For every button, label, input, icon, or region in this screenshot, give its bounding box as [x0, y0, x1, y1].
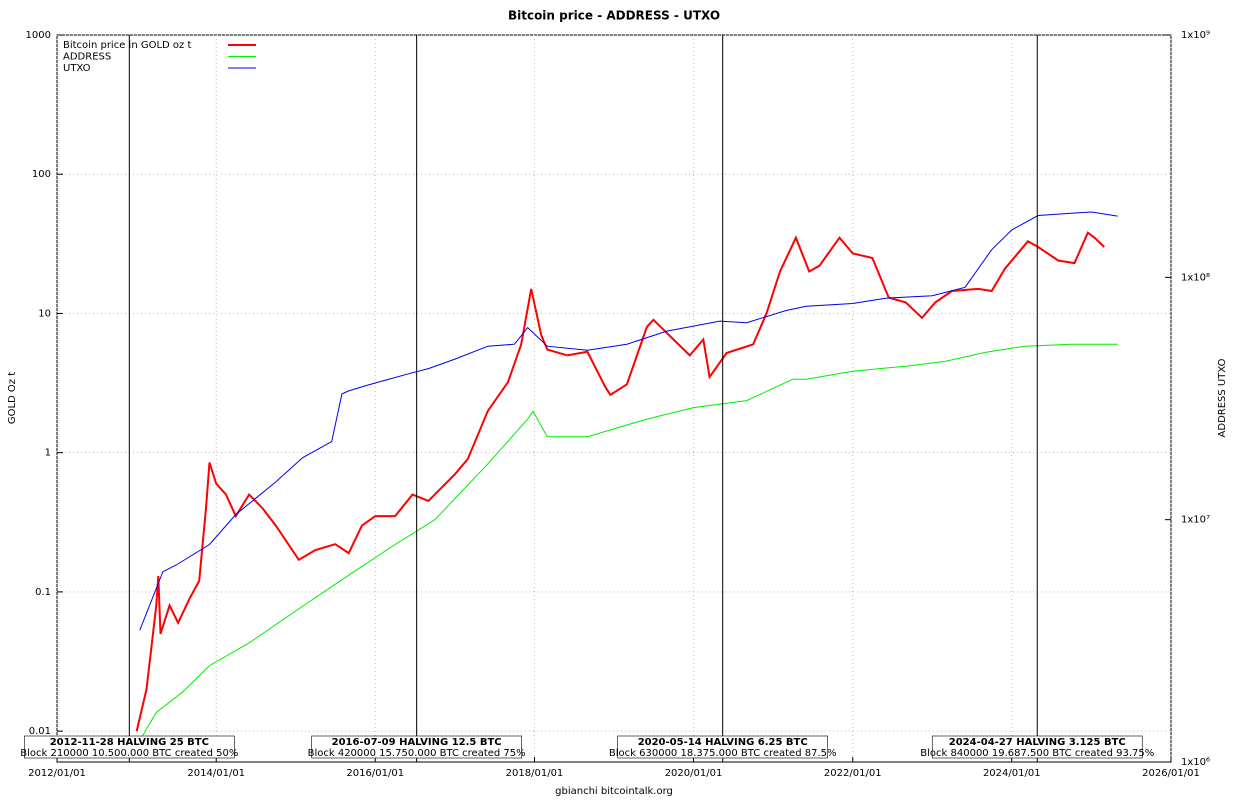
legend-label: ADDRESS — [63, 52, 111, 63]
series-line — [136, 343, 1118, 746]
y-axis-label: GOLD Oz t — [7, 372, 18, 424]
halving-box — [311, 735, 522, 759]
halving-label: 2020-05-14 HALVING 6.25 BTC — [638, 737, 808, 748]
halving-detail: Block 210000 10.500.000 BTC created 50% — [20, 748, 238, 759]
y2-tick-label: 1x10⁶ — [1181, 757, 1210, 768]
plot-frame — [56, 34, 1172, 763]
y-tick-label: 1000 — [26, 30, 51, 41]
halving-detail: Block 420000 15.750.000 BTC created 75% — [308, 748, 526, 759]
halving-box — [24, 735, 235, 759]
x-tick-label: 2018/01/01 — [506, 768, 564, 779]
y-tick-label: 1 — [45, 448, 51, 459]
chart-title: Bitcoin price - ADDRESS - UTXO — [508, 9, 720, 23]
halving-label: 2012-11-28 HALVING 25 BTC — [50, 737, 209, 748]
footer: gbianchi bitcointalk.org — [555, 786, 673, 797]
halving-box — [931, 735, 1143, 759]
y-tick-label: 100 — [32, 169, 51, 180]
halving-label: 2016-07-09 HALVING 12.5 BTC — [332, 737, 502, 748]
halving-detail: Block 630000 18.375.000 BTC created 87.5… — [609, 748, 837, 759]
x-tick-label: 2016/01/01 — [346, 768, 404, 779]
series-line — [135, 231, 1105, 732]
x-tick-label: 2020/01/01 — [665, 768, 723, 779]
halving-detail: Block 840000 19.687.500 BTC created 93.7… — [920, 748, 1154, 759]
legend-label: Bitcoin price in GOLD oz t — [63, 40, 191, 51]
series-line — [139, 211, 1118, 631]
x-tick-label: 2022/01/01 — [824, 768, 882, 779]
y-tick-label: 0.01 — [29, 726, 51, 737]
y2-tick-label: 1x10⁹ — [1181, 30, 1210, 41]
halving-label: 2024-04-27 HALVING 3.125 BTC — [949, 737, 1126, 748]
halving-box — [617, 735, 828, 759]
legend-label: UTXO — [63, 63, 91, 74]
y2-tick-label: 1x10⁸ — [1181, 272, 1210, 283]
x-tick-label: 2024/01/01 — [983, 768, 1041, 779]
y-tick-label: 0.1 — [35, 587, 51, 598]
x-tick-label: 2026/01/01 — [1142, 768, 1200, 779]
y2-axis-label: ADDRESS UTXO — [1217, 358, 1228, 437]
y2-tick-label: 1x10⁷ — [1181, 515, 1210, 526]
y-tick-label: 10 — [38, 308, 51, 319]
x-tick-label: 2012/01/01 — [28, 768, 86, 779]
x-tick-label: 2014/01/01 — [187, 768, 245, 779]
